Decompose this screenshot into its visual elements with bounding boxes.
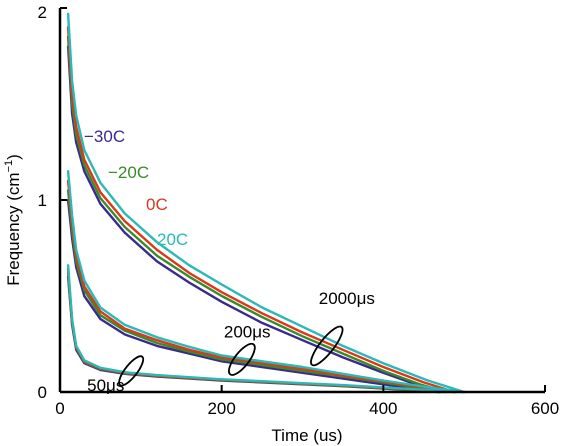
annotation-label: 200μs xyxy=(224,322,271,341)
annotation-label: 50μs xyxy=(87,376,124,395)
y-tick-label: 2 xyxy=(38,3,47,22)
series-layer xyxy=(66,12,466,394)
annotation-ellipse xyxy=(228,342,256,376)
series-line xyxy=(66,26,456,394)
y-axis-label-superscript: −1 xyxy=(3,160,15,173)
legend-layer: −30C −20C 0C 20C xyxy=(84,127,188,249)
annotation-ellipse xyxy=(310,325,344,367)
annotation-label: 2000μs xyxy=(319,289,375,308)
x-axis-label: Time (us) xyxy=(271,426,342,445)
x-tick-label: 600 xyxy=(531,399,559,418)
x-tick-label: 400 xyxy=(369,399,397,418)
series-line xyxy=(66,35,448,394)
series-line xyxy=(66,45,442,394)
series-line xyxy=(66,198,442,394)
series-line xyxy=(66,169,466,394)
legend-entry: 20C xyxy=(157,230,188,249)
series-line xyxy=(66,264,466,394)
y-axis-label-close: ) xyxy=(4,154,23,160)
x-tick-label: 200 xyxy=(207,399,235,418)
tick-layer: 0 200 400 600 0 1 2 xyxy=(38,3,560,418)
y-tick-label: 1 xyxy=(38,191,47,210)
annotation-ellipse xyxy=(118,355,145,387)
legend-entry: −20C xyxy=(108,163,149,182)
x-tick-label: 0 xyxy=(55,399,64,418)
annotation-layer: 2000μs 200μs 50μs xyxy=(87,289,375,395)
legend-entry: −30C xyxy=(84,127,125,146)
legend-entry: 0C xyxy=(146,195,168,214)
y-tick-label: 0 xyxy=(38,383,47,402)
series-line xyxy=(66,12,466,394)
series-line xyxy=(66,179,456,394)
y-axis-label: Frequency (cm−1) xyxy=(3,154,23,286)
